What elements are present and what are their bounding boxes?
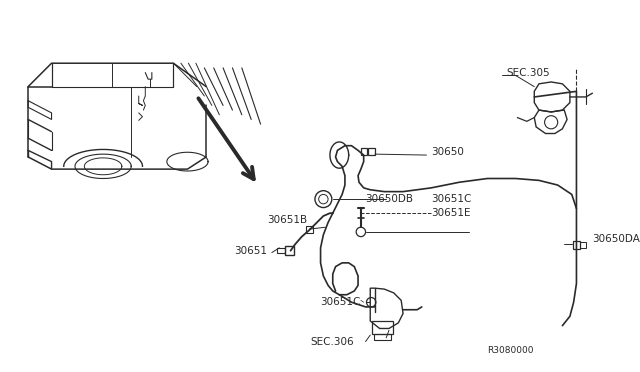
Text: SEC.305: SEC.305 <box>506 68 550 78</box>
Bar <box>369 148 375 155</box>
Text: 30650: 30650 <box>431 147 464 157</box>
Text: 30651E: 30651E <box>431 208 470 218</box>
Bar <box>573 241 580 249</box>
Bar <box>285 246 294 255</box>
Text: 30650DA: 30650DA <box>593 234 640 244</box>
Text: 30651C: 30651C <box>321 297 361 307</box>
Text: R3080000: R3080000 <box>488 346 534 356</box>
Text: 30651B: 30651B <box>267 215 307 225</box>
Bar <box>305 226 313 233</box>
Bar <box>278 248 285 253</box>
Bar <box>372 321 393 334</box>
Bar <box>580 242 586 248</box>
Text: 30650DB: 30650DB <box>365 194 413 204</box>
Text: 30651C: 30651C <box>431 194 472 204</box>
Bar <box>374 334 391 340</box>
Text: 30651: 30651 <box>234 246 268 256</box>
Text: SEC.306: SEC.306 <box>310 337 355 347</box>
Bar <box>361 148 367 155</box>
